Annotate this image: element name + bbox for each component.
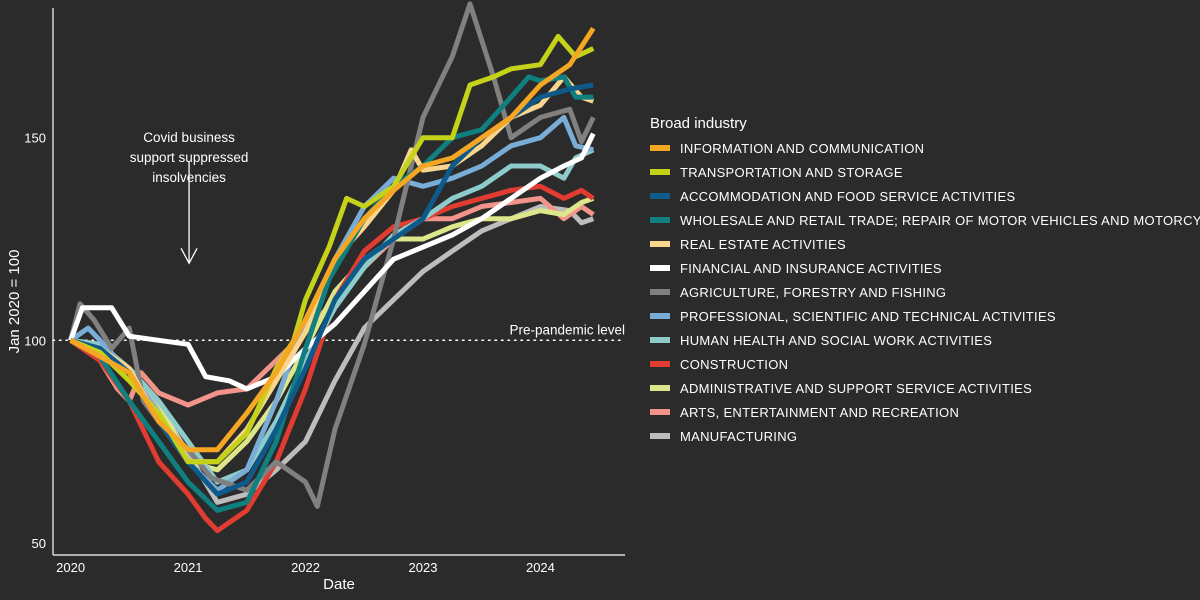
axes-layer: 50 100 150 2020 2021 2022 2023 2024 Date Jan 2020…: [6, 8, 625, 593]
y-tick-label: 100: [24, 333, 46, 348]
x-tick-label: 2024: [526, 560, 555, 575]
legend-item: HUMAN HEALTH AND SOCIAL WORK ACTIVITIES: [650, 333, 992, 348]
legend-item: AGRICULTURE, FORESTRY AND FISHING: [650, 285, 946, 300]
legend-label: REAL ESTATE ACTIVITIES: [680, 237, 846, 252]
legend-item: CONSTRUCTION: [650, 357, 788, 372]
annotation-line: Covid business: [143, 130, 235, 145]
x-axis-title: Date: [323, 576, 355, 593]
series-line-information-and-communication: [69, 26, 596, 453]
series-line-agriculture-forestry-and-fishing: [68, 1, 596, 509]
legend-item: FINANCIAL AND INSURANCE ACTIVITIES: [650, 261, 942, 276]
series-line-transportation-and-storage: [69, 33, 595, 465]
legend-label: PROFESSIONAL, SCIENTIFIC AND TECHNICAL A…: [680, 309, 1056, 324]
legend-label: INFORMATION AND COMMUNICATION: [680, 141, 924, 156]
annotation-line: support suppressed: [130, 150, 249, 165]
y-axis-title: Jan 2020 = 100: [6, 250, 23, 354]
legend-label: HUMAN HEALTH AND SOCIAL WORK ACTIVITIES: [680, 333, 992, 348]
legend-label: WHOLESALE AND RETAIL TRADE; REPAIR OF MO…: [680, 213, 1200, 228]
x-tick-label: 2022: [291, 560, 320, 575]
series-line-manufacturing: [69, 204, 595, 505]
legend-label: ACCOMMODATION AND FOOD SERVICE ACTIVITIE…: [680, 189, 1015, 204]
legend-label: ADMINISTRATIVE AND SUPPORT SERVICE ACTIV…: [680, 381, 1032, 396]
annotation-arrow-head: [180, 247, 198, 265]
legend-label: CONSTRUCTION: [680, 357, 788, 372]
legend-label: TRANSPORTATION AND STORAGE: [680, 165, 903, 180]
y-tick-label: 150: [24, 131, 46, 146]
legend-item: ARTS, ENTERTAINMENT AND RECREATION: [650, 405, 959, 420]
legend: Broad industry INFORMATION AND COMMUNICAT…: [650, 115, 1200, 444]
annotation-layer: Covid business support suppressed insolven…: [130, 130, 249, 265]
x-tick-label: 2021: [174, 560, 203, 575]
legend-item: INFORMATION AND COMMUNICATION: [650, 141, 924, 156]
legend-label: FINANCIAL AND INSURANCE ACTIVITIES: [680, 261, 942, 276]
legend-label: AGRICULTURE, FORESTRY AND FISHING: [680, 285, 946, 300]
covid-annotation: Covid business support suppressed insolven…: [130, 130, 249, 265]
series-layer: [68, 1, 596, 534]
legend-item: PROFESSIONAL, SCIENTIFIC AND TECHNICAL A…: [650, 309, 1056, 324]
x-tick-label: 2020: [56, 560, 85, 575]
reference-line-label: Pre-pandemic level: [509, 322, 625, 337]
series-line-human-health-and-social-work-activities: [70, 147, 595, 485]
y-tick-label: 50: [32, 536, 46, 551]
legend-title: Broad industry: [650, 115, 747, 132]
legend-item: WHOLESALE AND RETAIL TRADE; REPAIR OF MO…: [650, 213, 1200, 228]
reference-layer: Pre-pandemic level: [52, 322, 626, 342]
x-tick-label: 2023: [409, 560, 438, 575]
legend-item: REAL ESTATE ACTIVITIES: [650, 237, 846, 252]
legend-label: MANUFACTURING: [680, 429, 797, 444]
legend-label: ARTS, ENTERTAINMENT AND RECREATION: [680, 405, 959, 420]
legend-item: ADMINISTRATIVE AND SUPPORT SERVICE ACTIV…: [650, 381, 1032, 396]
legend-item: TRANSPORTATION AND STORAGE: [650, 165, 903, 180]
legend-item: MANUFACTURING: [650, 429, 797, 444]
legend-item: ACCOMMODATION AND FOOD SERVICE ACTIVITIE…: [650, 189, 1015, 204]
